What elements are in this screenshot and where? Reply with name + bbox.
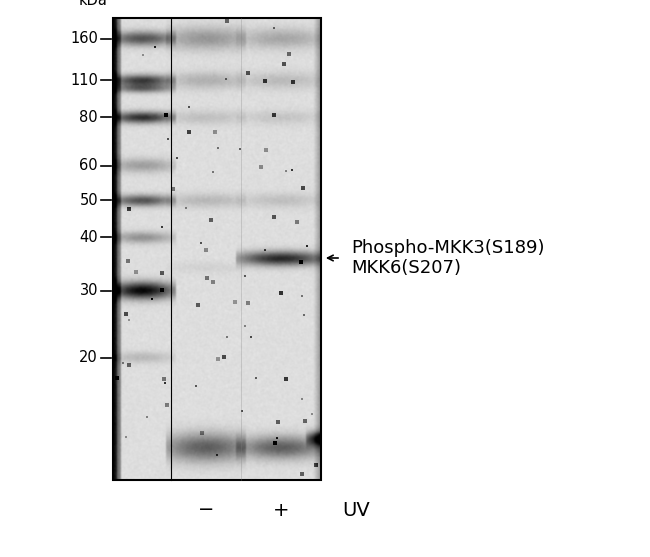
Text: 40: 40 [79, 230, 98, 245]
Bar [113, 18, 321, 480]
Text: 50: 50 [79, 193, 98, 208]
Text: 60: 60 [79, 158, 98, 173]
Text: Phospho-MKK3(S189)
MKK6(S207): Phospho-MKK3(S189) MKK6(S207) [351, 238, 545, 277]
Text: 160: 160 [70, 31, 98, 46]
Text: UV: UV [342, 501, 370, 520]
Text: 80: 80 [79, 110, 98, 125]
Text: −: − [198, 501, 214, 520]
Text: 30: 30 [79, 283, 98, 298]
Text: 20: 20 [79, 350, 98, 365]
Text: +: + [273, 501, 289, 520]
Text: kDa: kDa [79, 0, 108, 8]
Text: 110: 110 [70, 73, 98, 88]
